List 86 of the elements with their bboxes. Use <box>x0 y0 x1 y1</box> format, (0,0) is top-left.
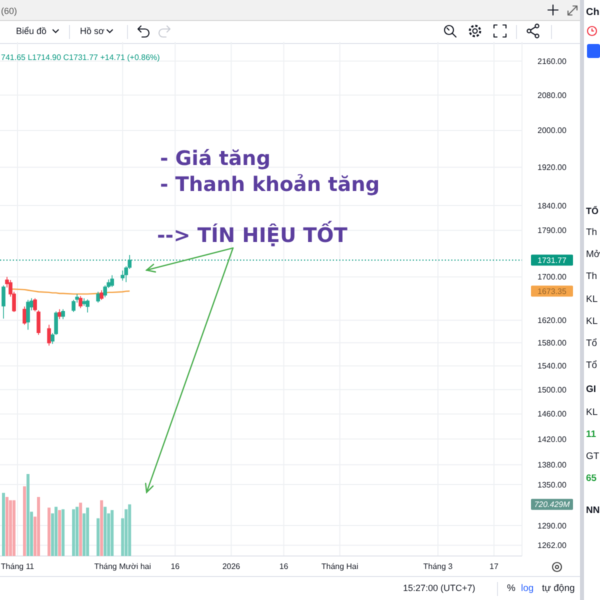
bar <box>76 506 79 556</box>
text: 11 <box>586 429 597 440</box>
candlestick <box>96 291 100 304</box>
bar <box>12 500 16 556</box>
bar <box>54 506 58 556</box>
bar <box>37 496 40 556</box>
text: Tổ <box>586 338 598 349</box>
text: NN <box>586 505 600 516</box>
y-tick-label: 1700.00 <box>538 272 568 282</box>
ref-line-label: 1731.77 <box>538 256 568 265</box>
bar <box>9 500 12 556</box>
bar <box>100 500 104 556</box>
text: 741.65 L1714.90 C1731.77 +14.71 (+0.86%) <box>1 53 160 62</box>
y-tick-label: 1790.00 <box>538 226 568 236</box>
y-tick-label: 2160.00 <box>538 56 568 66</box>
bar <box>110 510 114 556</box>
text: tự động <box>542 583 575 594</box>
text: KL <box>586 316 598 327</box>
y-tick-label: 1350.00 <box>538 480 568 490</box>
y-tick-label: 1420.00 <box>538 434 568 444</box>
bar <box>104 506 107 556</box>
bar <box>72 509 76 556</box>
candlestick <box>2 284 6 319</box>
x-tick-label: 2026 <box>222 562 241 571</box>
text: % <box>507 583 516 594</box>
candlestick <box>61 308 65 320</box>
x-tick-label: 16 <box>170 562 180 571</box>
text: 65 <box>586 473 598 484</box>
x-tick-label: 16 <box>279 562 289 571</box>
y-tick-label: 1540.00 <box>538 362 568 371</box>
text: Th <box>586 271 598 282</box>
x-tick-label: Tháng Mười hai <box>94 562 152 571</box>
bar <box>6 496 9 556</box>
y-tick-label: 1620.00 <box>538 316 568 326</box>
candlestick <box>58 308 62 320</box>
candlestick <box>22 306 26 326</box>
x-tick-label: 17 <box>490 562 499 571</box>
candlestick <box>47 324 51 346</box>
bar <box>86 508 90 556</box>
text: 720.429M <box>534 500 570 510</box>
bar <box>58 510 62 556</box>
text: Mở <box>586 249 600 260</box>
y-tick-label: 1500.00 <box>538 385 568 394</box>
y-tick-label: 2080.00 <box>538 90 568 100</box>
text: 1673.35 <box>538 286 568 296</box>
text: Ch <box>586 7 600 18</box>
x-tick-label: Tháng 3 <box>423 562 454 571</box>
text: TỔ <box>586 205 598 216</box>
text: (60) <box>1 6 18 16</box>
y-tick-label: 1460.00 <box>538 410 568 419</box>
text: 15:27:00 (UTC+7) <box>403 583 476 593</box>
text: Tổ <box>586 360 598 371</box>
bar <box>26 474 30 556</box>
candlestick <box>86 298 90 313</box>
text: log <box>521 583 534 594</box>
candlestick <box>110 274 114 288</box>
x-tick-label: Tháng 11 <box>0 562 35 571</box>
bar <box>128 504 132 556</box>
candlestick <box>26 300 30 330</box>
bar <box>62 509 65 556</box>
annotation: - Giá tăng <box>160 146 271 170</box>
y-tick-label: 1380.00 <box>538 460 568 470</box>
text: GI <box>586 384 596 395</box>
y-tick-label: 1290.00 <box>538 521 568 530</box>
text: KL <box>586 407 598 418</box>
bar <box>23 486 26 556</box>
text: Biểu đồ <box>16 26 47 36</box>
text: Hồ sơ <box>80 26 105 36</box>
y-tick-label: 1840.00 <box>538 201 568 210</box>
bar <box>2 492 6 556</box>
text: GT <box>586 451 600 462</box>
text: KL <box>586 294 598 305</box>
annotation: - Thanh khoản tăng <box>160 172 380 196</box>
y-tick-label: 1920.00 <box>538 163 568 172</box>
text: Th <box>586 227 598 238</box>
bar <box>96 518 100 556</box>
candlestick <box>78 296 82 309</box>
y-tick-label: 1580.00 <box>538 338 568 348</box>
bar <box>79 502 82 556</box>
candlestick <box>120 270 125 281</box>
bar <box>48 508 51 556</box>
y-tick-label: 1262.00 <box>538 541 568 550</box>
x-tick-label: Tháng Hai <box>321 562 358 571</box>
y-tick-label: 2000.00 <box>538 126 568 136</box>
candlestick <box>100 290 104 300</box>
annotation: --> TÍN HIỆU TỐT <box>157 220 348 247</box>
